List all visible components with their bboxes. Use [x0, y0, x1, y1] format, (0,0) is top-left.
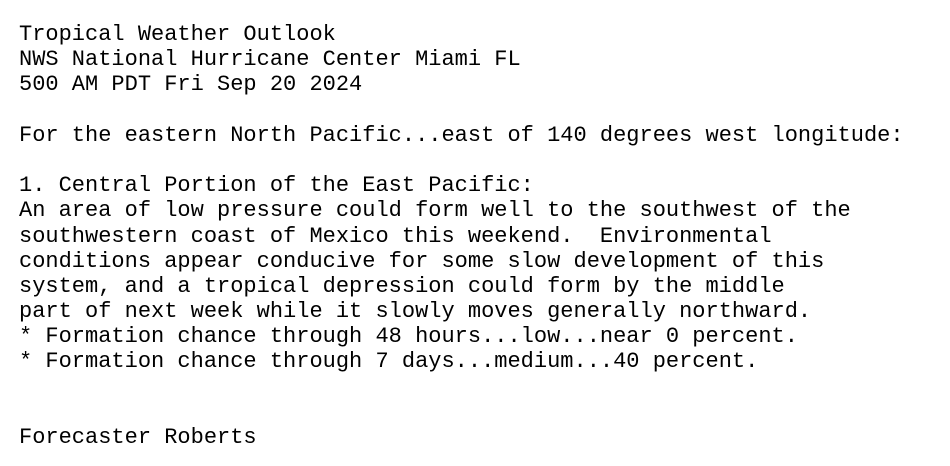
intro-text: For the eastern North Pacific...east of …: [19, 122, 904, 148]
system-body-line: An area of low pressure could form well …: [19, 198, 851, 224]
blank-line: [19, 400, 950, 425]
system-body-line: part of next week while it slowly moves …: [19, 299, 812, 325]
blank-line: [19, 375, 950, 400]
issue-time: 500 AM PDT Fri Sep 20 2024: [19, 72, 363, 98]
formation-chance-7d: * Formation chance through 7 days...medi…: [19, 349, 759, 375]
issuing-office: NWS National Hurricane Center Miami FL: [19, 47, 521, 73]
system-body-line: southwestern coast of Mexico this weeken…: [19, 223, 772, 249]
document-title: Tropical Weather Outlook: [19, 22, 336, 47]
system-heading: 1. Central Portion of the East Pacific:: [19, 173, 534, 199]
outlook-document: Tropical Weather Outlook NWS National Hur…: [19, 22, 950, 450]
forecaster-signature: Forecaster Roberts: [19, 425, 257, 450]
system-body-line: system, and a tropical depression could …: [19, 273, 785, 299]
blank-line: [19, 98, 950, 123]
blank-line: [19, 148, 950, 173]
formation-chance-48h: * Formation chance through 48 hours...lo…: [19, 324, 798, 350]
system-body-line: conditions appear conducive for some slo…: [19, 248, 825, 274]
